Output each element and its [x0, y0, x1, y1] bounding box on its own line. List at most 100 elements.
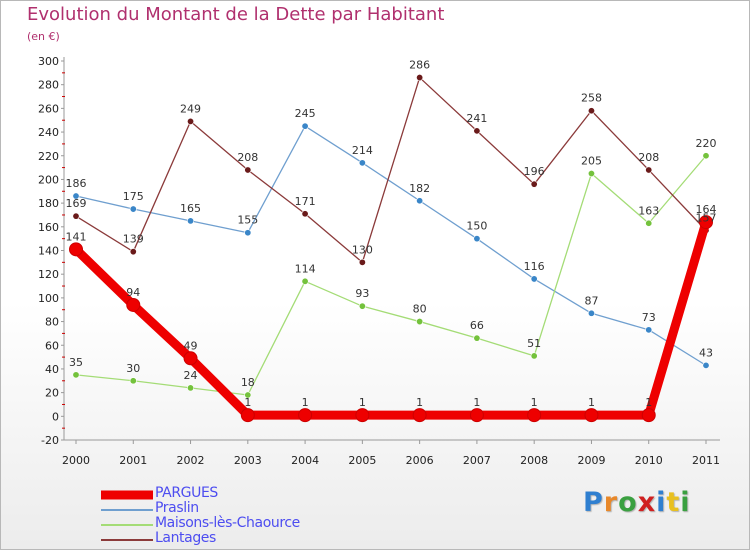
data-point	[473, 235, 481, 243]
x-tick-label: 2007	[463, 454, 491, 467]
y-tick-label: 140	[38, 245, 59, 258]
data-label: 208	[237, 151, 258, 164]
y-tick-label: 160	[38, 221, 59, 234]
data-point	[301, 122, 309, 130]
data-label: 150	[466, 220, 487, 233]
legend-swatch	[101, 523, 153, 526]
x-tick-label: 2000	[62, 454, 90, 467]
data-label: 49	[184, 339, 198, 352]
logo-letter: i	[656, 487, 667, 518]
series-line-pargues	[71, 217, 711, 420]
y-tick-label: 100	[38, 292, 59, 305]
data-label: 1	[588, 396, 595, 409]
y-tick-label: 20	[45, 387, 59, 400]
data-point	[129, 205, 137, 213]
data-label: 286	[409, 59, 430, 72]
data-point	[129, 248, 137, 256]
chart-title: Evolution du Montant de la Dette par Hab…	[27, 4, 445, 25]
data-point	[416, 74, 424, 82]
data-point	[587, 107, 595, 115]
data-label: 186	[66, 177, 87, 190]
data-label: 43	[699, 346, 713, 359]
data-point	[530, 180, 538, 188]
series-line-maisons-l-s-chaource	[75, 155, 707, 396]
y-tick-label: 0	[52, 410, 59, 423]
chart-unit: (en €)	[27, 30, 60, 43]
x-tick-label: 2003	[234, 454, 262, 467]
y-tick-label: 200	[38, 173, 59, 186]
y-tick-label: 40	[45, 363, 59, 376]
x-tick-label: 2002	[177, 454, 205, 467]
data-point	[72, 212, 80, 220]
data-label: 80	[413, 303, 427, 316]
data-point	[645, 219, 653, 227]
data-label: 30	[126, 362, 140, 375]
data-point	[244, 391, 252, 399]
data-point	[530, 352, 538, 360]
data-label: 169	[66, 197, 87, 210]
legend-swatch	[101, 490, 153, 499]
data-point	[584, 408, 599, 423]
data-label: 116	[524, 260, 545, 273]
data-point	[301, 210, 309, 218]
logo-letter: t	[666, 487, 681, 518]
data-label: 66	[470, 319, 484, 332]
data-label: 171	[295, 195, 316, 208]
data-point	[469, 408, 484, 423]
data-label: 130	[352, 243, 373, 256]
logo-letter: i	[680, 487, 691, 518]
data-point	[645, 166, 653, 174]
logo-letter: P	[583, 487, 604, 518]
legend-label: Lantages	[155, 530, 216, 546]
data-point	[72, 192, 80, 200]
data-label: 1	[531, 396, 538, 409]
data-label: 87	[584, 294, 598, 307]
data-point	[129, 377, 137, 385]
data-point	[587, 170, 595, 178]
data-point	[298, 408, 313, 423]
series-line-lantages	[75, 76, 707, 263]
data-label: 1	[416, 396, 423, 409]
data-label: 51	[527, 337, 541, 350]
data-label: 214	[352, 144, 373, 157]
data-point	[126, 297, 141, 312]
data-point	[301, 277, 309, 285]
data-point	[244, 229, 252, 237]
data-label: 249	[180, 102, 201, 115]
data-point	[187, 217, 195, 225]
logo-letter: o	[618, 487, 638, 518]
data-point	[641, 408, 656, 423]
data-point	[187, 384, 195, 392]
data-label: 245	[295, 107, 316, 120]
data-label: 1	[302, 396, 309, 409]
data-label: 163	[638, 204, 659, 217]
data-point	[416, 318, 424, 326]
y-tick-label: 60	[45, 339, 59, 352]
x-tick-label: 2005	[348, 454, 376, 467]
data-label: 220	[696, 137, 717, 150]
series-line-praslin	[75, 125, 707, 367]
data-label: 1	[244, 396, 251, 409]
data-point	[69, 242, 83, 257]
data-label: 94	[126, 286, 140, 299]
data-label: 1	[359, 396, 366, 409]
x-tick-label: 2011	[692, 454, 720, 467]
data-label: 73	[642, 311, 656, 324]
data-point	[358, 258, 366, 266]
data-label: 175	[123, 190, 144, 203]
y-tick-label: 260	[38, 102, 59, 115]
data-point	[244, 166, 252, 174]
data-label: 24	[184, 369, 198, 382]
legend-label: Praslin	[155, 500, 199, 516]
x-tick-label: 2001	[119, 454, 147, 467]
data-label: 258	[581, 92, 602, 105]
data-point	[416, 197, 424, 205]
data-label: 114	[295, 262, 316, 275]
data-label: 182	[409, 182, 430, 195]
data-point	[527, 408, 542, 423]
data-point	[473, 334, 481, 342]
data-label: 1	[473, 396, 480, 409]
data-point	[645, 326, 653, 334]
